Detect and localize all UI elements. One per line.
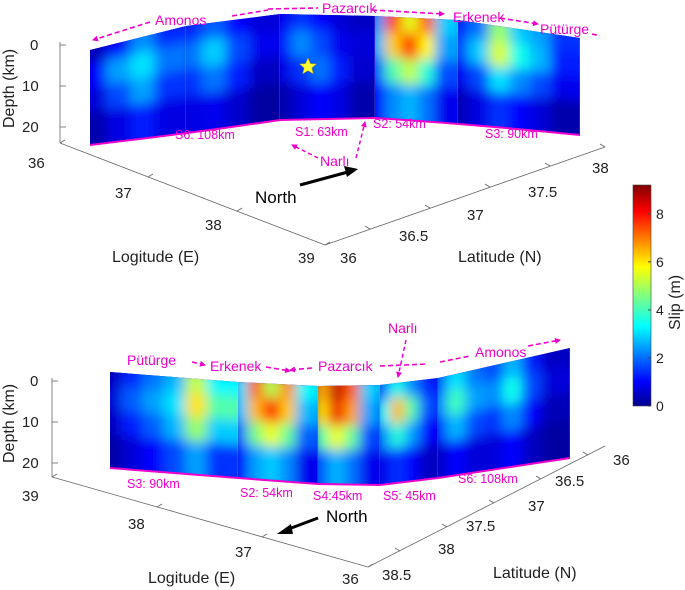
label-amonos: Amonos [155,12,206,28]
colorbar: 0 2 4 6 8 Slip (m) [632,184,684,414]
upper-north-arrow-icon [299,170,349,187]
upper-lon-ticks: 36 37 38 39 [28,155,315,267]
upper-segment-labels: S6: 108km S1: 63km S2: 54km S3: 90km [175,117,538,142]
upper-depth-ticks: 0 10 20 [22,37,39,136]
label-puturge-lower: Pütürge [127,352,176,368]
slip-cell [549,97,580,135]
label-pazarcik: Pazarcık [322,0,377,16]
upper-region-labels: Amonos Pazarcık Erkenek Pütürge Narlı [155,0,589,169]
segment-label-s6: S6: 108km [175,128,235,142]
segment-label-s2: S2: 54km [373,117,426,131]
lower-lon-ticks: 39 38 37 36 [22,488,359,588]
lower-segment-labels: S3: 90km S2: 54km S4:45km S5: 45km S6: 1… [127,472,518,503]
lower-depth-axis-title: Depth (km) [1,384,18,463]
upper-lat-ticks: 36 36.5 37 37.5 38 [340,160,609,267]
tick-lon-38-lower: 38 [128,516,145,533]
tick-lat-37: 37 [467,207,484,224]
colorbar-tick-label: 6 [656,254,664,270]
lower-axes [51,378,606,568]
colorbar-tick-label: 0 [656,398,664,414]
label-narli: Narlı [320,153,350,169]
tick-lat-38-lower: 38 [438,541,455,558]
upper-lat-axis-title: Latitude (N) [458,249,542,266]
upper-axes [59,42,606,246]
tick-lon-36: 36 [28,155,45,172]
lower-north-label: North [326,507,368,526]
lower-panel: Pütürge Erkenek Pazarcık Narlı Amonos S3… [1,320,630,588]
colorbar-tick-label: 2 [656,350,664,366]
segment-label-s4-lower: S4:45km [313,489,362,503]
tick-lat-37-5-lower: 37.5 [466,518,495,535]
tick-depth-10: 10 [22,78,39,95]
colorbar-title: Slip (m) [667,275,684,330]
tick-depth-20-lower: 20 [22,455,39,472]
label-puturge: Pütürge [540,21,589,37]
label-erkenek-lower: Erkenek [210,358,262,374]
tick-lon-37: 37 [115,185,132,202]
label-pazarcik-lower: Pazarcık [318,358,373,374]
lower-region-arrows [191,337,561,378]
upper-slip-heatmap [90,14,581,145]
tick-lat-36: 36 [340,250,357,267]
upper-lon-axis-title: Logitude (E) [112,249,199,266]
lower-slip-heatmap [110,348,571,485]
segment-label-s5-lower: S5: 45km [383,489,436,503]
slip-cell [540,417,570,474]
tick-lon-39-lower: 39 [22,488,39,505]
lower-lat-ticks: 36 36.5 37 37.5 38 38.5 [382,452,630,584]
tick-lat-37-lower: 37 [528,498,545,515]
segment-label-s3-lower: S3: 90km [127,477,180,491]
lower-north-arrowhead-icon [277,524,293,534]
upper-north-arrowhead-icon [344,166,358,177]
lower-depth-ticks: 0 10 20 [22,373,39,472]
tick-depth-20: 20 [22,119,39,136]
upper-depth-axis-title: Depth (km) [1,49,18,128]
tick-depth-0-lower: 0 [30,373,38,390]
segment-label-s6-lower: S6: 108km [458,472,518,486]
upper-north-label: North [255,188,297,207]
segment-label-s2-lower: S2: 54km [240,486,293,500]
tick-lon-38: 38 [205,217,222,234]
tick-lat-36-5: 36.5 [399,228,428,245]
lower-region-labels: Pütürge Erkenek Pazarcık Narlı Amonos [127,320,526,374]
colorbar-tick-label: 4 [656,302,664,318]
tick-depth-0: 0 [30,37,38,54]
lower-fault-trace [109,457,571,487]
upper-region-arrows [92,7,601,159]
lower-lon-axis-title: Logitude (E) [148,570,235,587]
colorbar-ticks: 0 2 4 6 8 [648,206,664,414]
upper-panel: Amonos Pazarcık Erkenek Pütürge Narlı S6… [1,0,609,267]
tick-lat-38: 38 [592,160,609,177]
tick-lat-36-lower: 36 [613,452,630,469]
tick-lat-37-5: 37.5 [528,184,557,201]
tick-lat-36-5-lower: 36.5 [555,473,584,490]
tick-lat-38-5-lower: 38.5 [382,567,411,584]
segment-label-s3: S3: 90km [485,127,538,141]
tick-lon-36-lower: 36 [342,571,359,588]
epicenter-star-icon [298,57,318,75]
tick-lon-39: 39 [298,250,315,267]
segment-label-s1: S1: 63km [295,125,348,139]
colorbar-tick-label: 8 [656,206,664,222]
label-amonos-lower: Amonos [475,344,526,360]
colorbar-gradient [632,184,652,407]
tick-lon-37-lower: 37 [235,544,252,561]
tick-depth-10-lower: 10 [22,414,39,431]
lower-lat-axis-title: Latitude (N) [493,565,577,582]
label-erkenek: Erkenek [453,9,505,25]
upper-fault-trace [89,116,581,146]
label-narli-lower: Narlı [388,320,418,336]
